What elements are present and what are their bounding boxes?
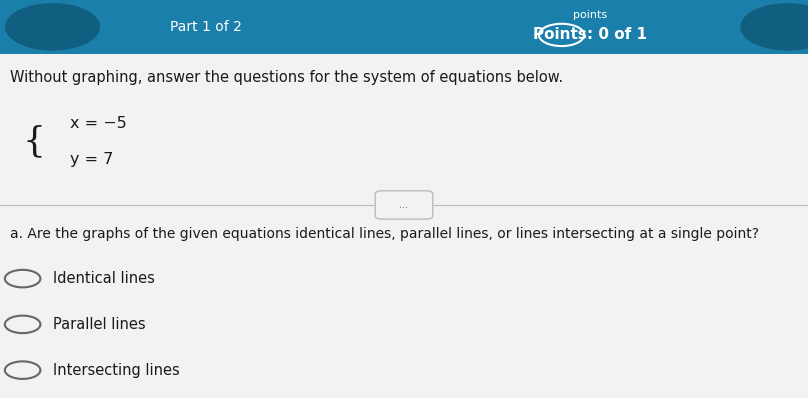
- Text: Points: 0 of 1: Points: 0 of 1: [532, 27, 647, 43]
- Text: ...: ...: [399, 200, 409, 210]
- Circle shape: [5, 270, 40, 287]
- Text: Parallel lines: Parallel lines: [53, 317, 146, 332]
- Text: a. Are the graphs of the given equations identical lines, parallel lines, or lin: a. Are the graphs of the given equations…: [10, 227, 759, 241]
- FancyBboxPatch shape: [0, 0, 808, 54]
- FancyBboxPatch shape: [375, 191, 433, 219]
- Text: Without graphing, answer the questions for the system of equations below.: Without graphing, answer the questions f…: [10, 70, 563, 85]
- Text: y = 7: y = 7: [70, 152, 114, 167]
- Circle shape: [5, 316, 40, 333]
- Text: Identical lines: Identical lines: [53, 271, 155, 286]
- FancyBboxPatch shape: [0, 54, 808, 398]
- Circle shape: [5, 361, 40, 379]
- Circle shape: [741, 4, 808, 50]
- Text: {: {: [23, 124, 45, 158]
- Text: points: points: [573, 10, 607, 20]
- Text: Intersecting lines: Intersecting lines: [53, 363, 180, 378]
- Text: Part 1 of 2: Part 1 of 2: [170, 20, 242, 34]
- Circle shape: [6, 4, 99, 50]
- Text: x = −5: x = −5: [70, 116, 127, 131]
